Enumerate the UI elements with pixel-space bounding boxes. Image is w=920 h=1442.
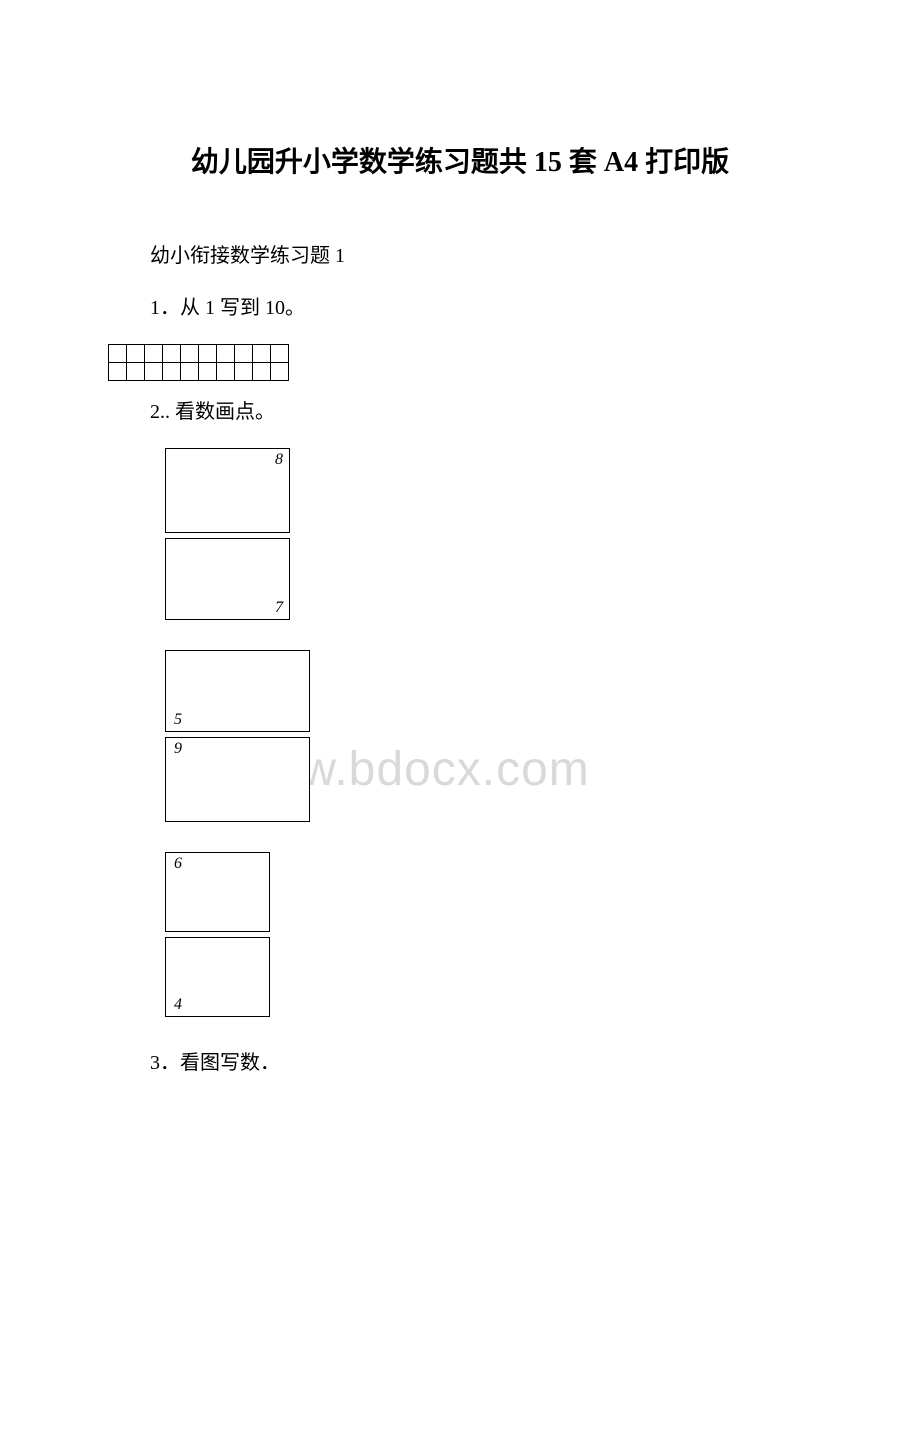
grid-cell — [127, 363, 145, 381]
dot-box-4: 4 — [165, 937, 270, 1017]
grid-cell — [181, 363, 199, 381]
box-group-2: 5 9 — [165, 650, 920, 822]
grid-cell — [235, 345, 253, 363]
grid-cell — [217, 363, 235, 381]
grid-row — [109, 363, 289, 381]
grid-cell — [253, 363, 271, 381]
grid-cell — [145, 363, 163, 381]
box-number: 5 — [174, 711, 182, 729]
question-3: 3．看图写数． — [150, 1047, 920, 1079]
box-number: 4 — [174, 996, 182, 1014]
grid-cell — [235, 363, 253, 381]
writing-grid — [108, 344, 289, 381]
box-group-1: 8 7 — [165, 448, 920, 620]
grid-cell — [199, 345, 217, 363]
grid-cell — [163, 363, 181, 381]
grid-cell — [109, 345, 127, 363]
grid-cell — [271, 363, 289, 381]
box-group-3: 6 4 — [165, 852, 920, 1017]
dot-box-7: 7 — [165, 538, 290, 620]
question-1: 1．从 1 写到 10。 — [150, 292, 920, 324]
grid-cell — [199, 363, 217, 381]
grid-cell — [253, 345, 271, 363]
grid-cell — [127, 345, 145, 363]
grid-cell — [181, 345, 199, 363]
dot-box-6: 6 — [165, 852, 270, 932]
subtitle-text: 幼小衔接数学练习题 1 — [150, 240, 920, 272]
dot-box-9: 9 — [165, 737, 310, 822]
box-number: 8 — [275, 451, 283, 469]
box-number: 6 — [174, 855, 182, 873]
grid-cell — [271, 345, 289, 363]
content-area: 幼小衔接数学练习题 1 1．从 1 写到 10。 — [0, 240, 920, 1079]
dot-box-5: 5 — [165, 650, 310, 732]
content-wrapper: 幼儿园升小学数学练习题共 15 套 A4 打印版 幼小衔接数学练习题 1 1．从… — [0, 140, 920, 1079]
box-number: 7 — [275, 599, 283, 617]
grid-cell — [145, 345, 163, 363]
grid-row — [109, 345, 289, 363]
grid-cell — [163, 345, 181, 363]
grid-cell — [109, 363, 127, 381]
grid-cell — [217, 345, 235, 363]
page-title: 幼儿园升小学数学练习题共 15 套 A4 打印版 — [0, 140, 920, 180]
dot-box-8: 8 — [165, 448, 290, 533]
box-number: 9 — [174, 740, 182, 758]
question-2: 2.. 看数画点。 — [150, 396, 920, 428]
